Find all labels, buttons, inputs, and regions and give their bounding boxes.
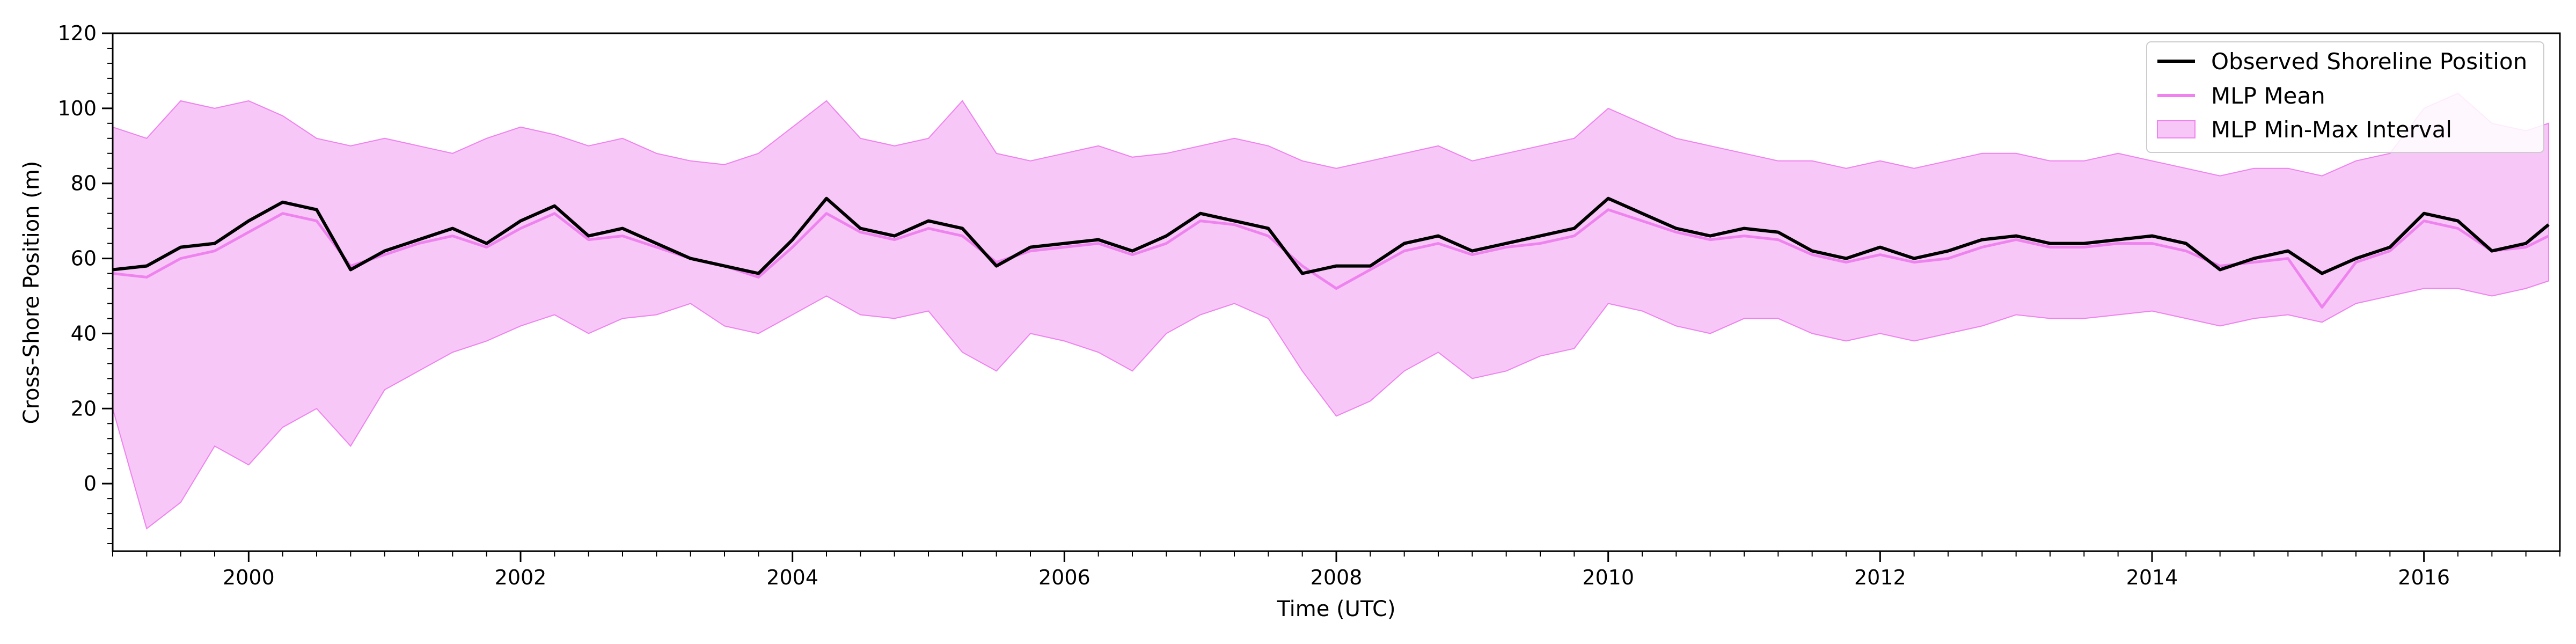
x-tick-label: 2016 <box>2398 566 2450 589</box>
y-tick-label: 40 <box>71 321 97 345</box>
legend-observed-label: Observed Shoreline Position <box>2211 48 2527 75</box>
y-axis: 0 20 40 60 80 100 120 <box>57 21 113 545</box>
y-tick-label: 60 <box>71 247 97 270</box>
x-tick-label: 2012 <box>1854 566 1906 589</box>
legend: Observed Shoreline Position MLP Mean MLP… <box>2146 41 2544 153</box>
legend-mean-label: MLP Mean <box>2211 83 2325 109</box>
x-tick-label: 2014 <box>2126 566 2178 589</box>
y-tick-label: 100 <box>57 97 97 120</box>
y-tick-label: 0 <box>84 472 97 495</box>
band-layer <box>113 92 2549 530</box>
y-axis-title: Cross-Shore Position (m) <box>19 161 44 425</box>
x-tick-label: 2010 <box>1582 566 1634 589</box>
x-axis-title: Time (UTC) <box>1276 597 1395 621</box>
x-tick-label: 2002 <box>495 566 547 589</box>
series-band-mlp-min-max <box>113 92 2549 530</box>
x-tick-label: 2008 <box>1311 566 1363 589</box>
x-tick-label: 2006 <box>1038 566 1091 589</box>
y-tick-label: 20 <box>71 397 97 420</box>
legend-band-swatch <box>2157 120 2196 138</box>
mean-line-layer <box>113 208 2550 309</box>
legend-box <box>2146 41 2544 153</box>
y-tick-label: 80 <box>71 172 97 195</box>
legend-band-label: MLP Min-Max Interval <box>2211 116 2452 143</box>
y-tick-label: 120 <box>57 21 97 45</box>
x-tick-label: 2000 <box>223 566 275 589</box>
x-tick-label: 2004 <box>766 566 818 589</box>
series-line-mlp-mean <box>113 208 2550 309</box>
x-axis: 2000 2002 2004 2006 2008 2010 2012 2014 2016 <box>112 551 2560 589</box>
observed-line-layer <box>113 196 2550 275</box>
series-line-observed <box>113 196 2550 275</box>
